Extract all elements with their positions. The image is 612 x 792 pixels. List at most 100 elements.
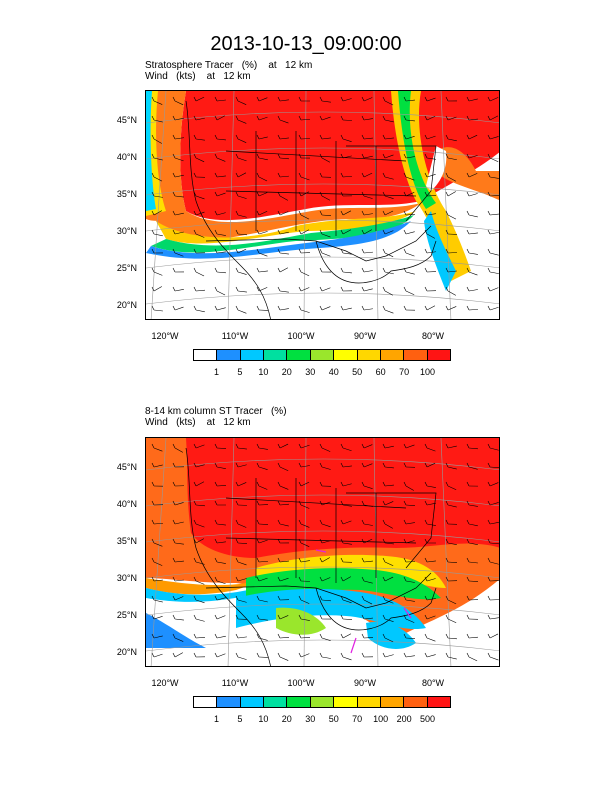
- wind-barb-flag: [277, 614, 281, 620]
- wind-barb-flag: [298, 286, 302, 292]
- wind-barb-flag: [361, 462, 365, 468]
- colorbar-swatch: [357, 697, 381, 707]
- wind-barb: [258, 287, 268, 292]
- wind-barb: [258, 176, 268, 182]
- colorbar-swatch: [240, 350, 265, 360]
- wind-barb-flag: [193, 286, 197, 292]
- wind-barb: [279, 656, 289, 661]
- wind-barb: [153, 447, 163, 452]
- wind-barb: [405, 119, 415, 122]
- wind-barb: [174, 212, 184, 216]
- wind-barb-flag: [487, 134, 491, 140]
- wind-barb-flag: [235, 443, 239, 449]
- wind-barb-flag: [151, 286, 155, 292]
- wind-barb: [363, 463, 373, 468]
- colorbar-swatch: [194, 350, 218, 360]
- wind-barb: [405, 655, 415, 658]
- wind-barb-flag: [466, 519, 470, 525]
- wind-barb-flag: [256, 248, 260, 254]
- wind-barb-flag: [340, 462, 344, 468]
- wind-barb: [447, 466, 457, 470]
- colorbar-label: 5: [237, 367, 243, 377]
- wind-barb-flag: [214, 443, 218, 449]
- wind-barb-flag: [256, 286, 260, 292]
- wind-barb-flag: [172, 115, 176, 121]
- wind-barb: [216, 466, 226, 469]
- wind-barb-flag: [151, 576, 155, 582]
- wind-barb-flag: [445, 305, 449, 311]
- wind-barb-flag: [340, 652, 344, 658]
- wind-barb: [384, 654, 394, 658]
- wind-barb-flag: [193, 538, 197, 544]
- wind-barb: [489, 466, 499, 468]
- wind-barb-flag: [214, 614, 218, 620]
- wind-barb-flag: [382, 614, 386, 620]
- wind-barb-flag: [445, 462, 449, 468]
- wind-barb-flag: [151, 614, 155, 620]
- wind-barb: [237, 561, 247, 566]
- wind-barb: [363, 213, 373, 216]
- wind-barb-flag: [382, 557, 386, 563]
- wind-barb: [258, 523, 269, 525]
- colorbar-swatch: [240, 697, 265, 707]
- colorbar-label: 500: [420, 714, 436, 724]
- wind-barb: [384, 637, 394, 643]
- wind-barb-flag: [487, 248, 491, 254]
- wind-barb: [342, 98, 352, 102]
- wind-barb-flag: [151, 210, 155, 216]
- wind-barb: [216, 307, 226, 311]
- wind-barb: [489, 633, 499, 639]
- wind-barb-flag: [235, 614, 239, 620]
- wind-barb: [258, 599, 268, 603]
- wind-barb-flag: [151, 462, 155, 468]
- wind-barb: [174, 174, 184, 178]
- wind-barb-flag: [361, 614, 365, 620]
- wind-barb-flag: [277, 462, 281, 468]
- wind-barb: [153, 635, 163, 639]
- wind-barb: [405, 637, 416, 639]
- wind-barb: [405, 580, 415, 583]
- wind-barb-flag: [277, 652, 281, 658]
- wind-barb: [195, 157, 205, 163]
- wind-barb-flag: [151, 481, 155, 487]
- wind-barb-flag: [340, 210, 344, 216]
- wind-barb: [153, 579, 163, 582]
- wind-barb-flag: [151, 519, 155, 525]
- colorbar-label: 1: [213, 714, 219, 724]
- wind-barb-flag: [487, 115, 491, 121]
- wind-barb: [153, 599, 163, 603]
- wind-barb: [153, 542, 163, 547]
- wind-barb: [216, 635, 226, 639]
- wind-barb: [174, 542, 184, 545]
- wind-barb-flag: [340, 134, 344, 140]
- wind-barb-flag: [172, 519, 176, 525]
- wind-barb-flag: [361, 595, 365, 601]
- wind-barb: [447, 176, 457, 182]
- wind-barb-flag: [172, 134, 176, 140]
- wind-barb: [426, 578, 436, 582]
- wind-barb: [447, 116, 457, 121]
- wind-barb: [216, 212, 226, 216]
- wind-barb-flag: [172, 633, 176, 639]
- wind-barb-flag: [403, 229, 407, 235]
- wind-barb-flag: [235, 172, 239, 178]
- wind-barb: [174, 502, 184, 506]
- panel-2-field-label: 8-14 km column ST Tracer (%): [145, 406, 287, 417]
- wind-barb: [489, 447, 499, 451]
- wind-barb-flag: [382, 576, 386, 582]
- wind-barb-flag: [403, 153, 407, 159]
- wind-barb: [468, 523, 478, 527]
- wind-barb-flag: [382, 248, 386, 254]
- wind-barb: [216, 541, 226, 544]
- wind-barb-flag: [298, 519, 302, 525]
- wind-barb: [447, 656, 457, 660]
- wind-barb-flag: [172, 614, 176, 620]
- wind-barb-flag: [403, 595, 407, 601]
- wind-barb: [237, 195, 247, 199]
- wind-barb: [300, 176, 310, 181]
- wind-barb-flag: [193, 267, 197, 273]
- wind-barb-flag: [172, 267, 176, 273]
- wind-barb-flag: [277, 633, 281, 639]
- wind-barb: [300, 118, 310, 121]
- wind-barb: [279, 523, 289, 527]
